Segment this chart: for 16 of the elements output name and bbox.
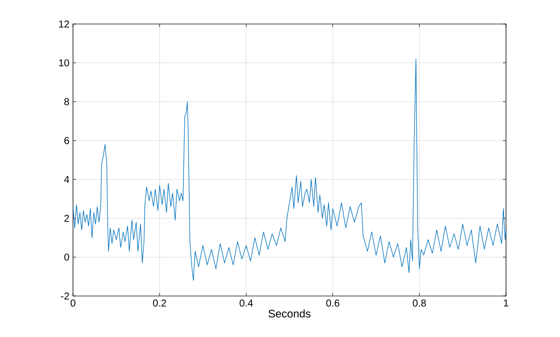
x-tick-label: 0.8 (412, 300, 426, 307)
x-tick-label: 0.6 (326, 300, 340, 307)
x-tick-label: 0.2 (153, 300, 166, 307)
x-tick-label: 0 (70, 300, 76, 307)
y-tick-label: 6 (64, 137, 70, 144)
y-tick-label: 10 (59, 59, 70, 66)
x-tick-label: 1 (504, 300, 508, 306)
y-tick-label: -2 (61, 292, 69, 300)
y-tick-label: 4 (64, 176, 70, 183)
y-tick-label: 8 (64, 98, 70, 106)
x-tick-label: 0.4 (240, 300, 253, 307)
line-series (73, 58, 506, 281)
x-axis-title: Seconds (268, 309, 310, 318)
y-tick-label: 0 (64, 254, 70, 261)
y-tick-label: 12 (59, 20, 69, 28)
y-tick-label: 2 (64, 214, 69, 222)
